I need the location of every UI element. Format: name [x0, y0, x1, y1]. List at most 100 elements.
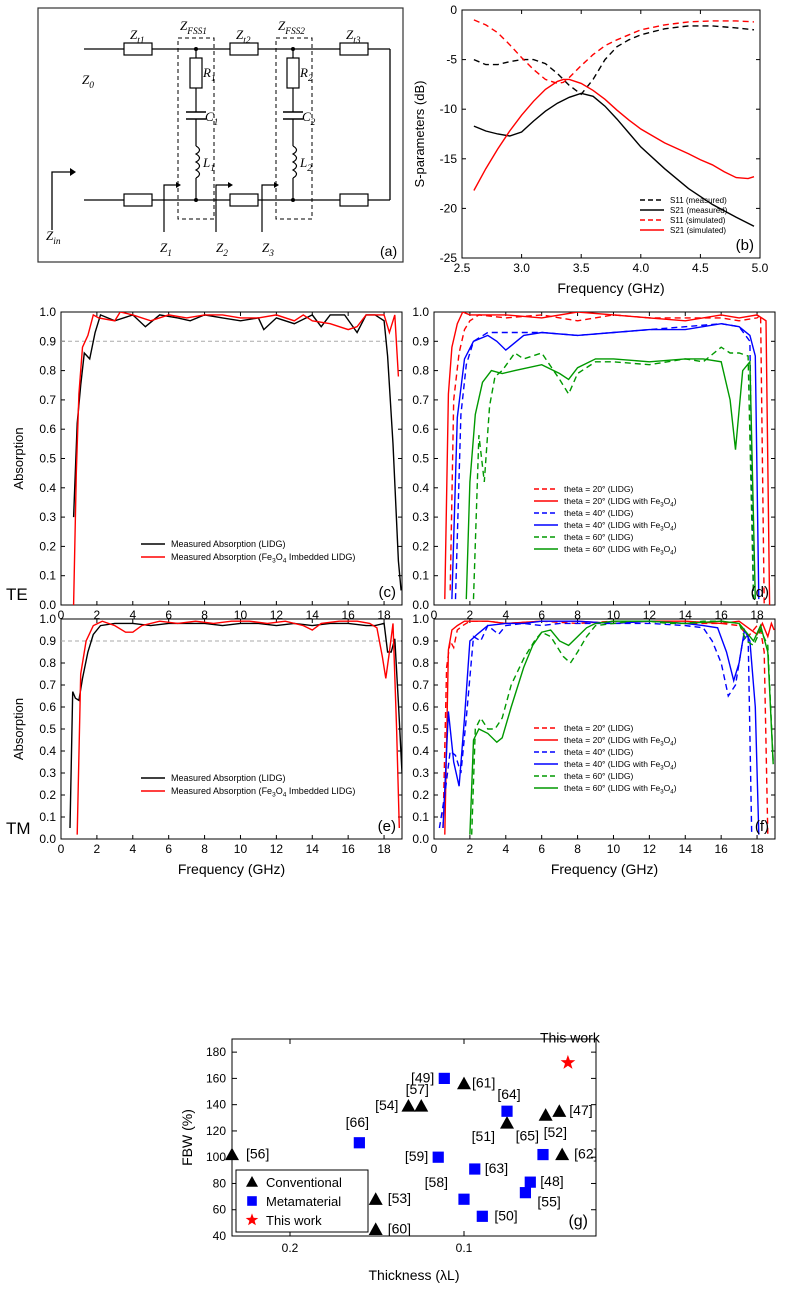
zfss1-label: ZFSS1: [180, 18, 207, 37]
c1-label: C1: [205, 109, 218, 128]
legend: Conventional Metamaterial This work: [235, 1169, 369, 1233]
y-tick-label: 160: [206, 1071, 226, 1085]
y-tick-label: 0.7: [39, 393, 56, 407]
chart-panel-e: 0 2 4 6 8 10 12 14 16 18 0.0 0.1 0.2 0.3 0.4 0.5 0.6 0.7 0…: [6, 612, 403, 877]
point-label: [55]: [537, 1194, 560, 1210]
y-axis-label: S-parameters (dB): [412, 81, 427, 188]
zt2-label: Zt2: [236, 27, 251, 46]
triangle-marker: [555, 1147, 570, 1161]
y-axis-label: FBW (%): [179, 1109, 195, 1166]
square-marker: [476, 1210, 488, 1222]
point-label: [56]: [246, 1146, 269, 1162]
y-tick-label: 40: [213, 1229, 227, 1243]
y-tick-label: 0.5: [412, 452, 429, 466]
plot-area: [433, 311, 776, 606]
r1-resistor: [189, 57, 203, 89]
triangle-marker: [401, 1098, 416, 1112]
y-tick-label: 0.6: [412, 422, 429, 436]
y-tick-label: -15: [440, 152, 458, 166]
series-line-0: [69, 622, 402, 829]
y-tick-label: 0.6: [39, 700, 56, 714]
y-axis-label: Absorption: [11, 698, 26, 760]
point-label: [65]: [516, 1128, 539, 1144]
y-tick-label: 0.4: [412, 744, 429, 758]
series-line-4: [471, 620, 774, 835]
y-tick-label: 0.4: [39, 481, 56, 495]
x-tick-label: 5.0: [752, 261, 769, 275]
y-tick-label: 0.2: [412, 539, 429, 553]
x-tick-label: 16: [714, 842, 728, 856]
zt2-element: [229, 42, 259, 56]
star-marker: [560, 1054, 576, 1069]
x-tick-label: 14: [306, 842, 320, 856]
zt1-element: [123, 42, 153, 56]
y-tick-label: 120: [206, 1124, 226, 1138]
point-label: [48]: [540, 1173, 563, 1189]
legend-label: theta = 60° (LIDG with Fe3O4): [564, 544, 677, 557]
circuit-diagram: Zt1 Zt2 Zt3 ZFSS1 ZFSS2 Z0 Zin R1 C1 L1 …: [37, 7, 404, 263]
square-marker: [469, 1163, 481, 1175]
triangle-marker: [368, 1222, 383, 1236]
mode-label: TM: [6, 819, 31, 838]
y-tick-label: 0.4: [412, 481, 429, 495]
x-tick-label: 12: [270, 842, 284, 856]
y-tick-label: 0.1: [412, 810, 429, 824]
square-marker: [438, 1072, 450, 1084]
z3-label: Z3: [262, 240, 274, 259]
y-tick-label: 0.3: [39, 766, 56, 780]
x-tick-label: 6: [165, 842, 172, 856]
x-axis-label: Frequency (GHz): [551, 861, 658, 877]
y-tick-label: 0.5: [412, 722, 429, 736]
y-tick-label: 0.7: [412, 393, 429, 407]
z0-label: Z0: [82, 72, 94, 91]
fss1-box: [177, 37, 215, 220]
series-line-1: [444, 312, 771, 605]
legend-label: This work: [266, 1213, 322, 1228]
panel-tag: (b): [736, 237, 754, 254]
point-label: [49]: [411, 1069, 434, 1085]
series-line-5: [465, 358, 756, 600]
x-tick-label: 3.5: [573, 261, 590, 275]
point-label: [57]: [406, 1081, 429, 1097]
y-tick-label: 0.9: [39, 334, 56, 348]
series-line-3: [442, 620, 760, 835]
series-line-3: [451, 322, 760, 600]
square-marker: [519, 1187, 532, 1199]
legend-label: theta = 60° (LIDG with Fe3O4): [564, 783, 677, 796]
fss2-box: [275, 37, 313, 220]
chart-panel-d: 0 2 4 6 8 10 12 14 16 180.00.10.20.30.40.50.60.70…: [412, 305, 776, 622]
legend-label: theta = 20° (LIDG): [564, 484, 633, 494]
y-tick-label: 140: [206, 1098, 226, 1112]
y-tick-label: 0.3: [39, 510, 56, 524]
y-tick-label: 0.7: [412, 678, 429, 692]
point-label: [52]: [544, 1124, 567, 1140]
x-tick-label: 6: [538, 842, 545, 856]
r1-label: R1: [202, 65, 216, 84]
triangle-marker: [246, 1176, 258, 1187]
legend-label: Measured Absorption (LIDG): [171, 539, 286, 549]
chart-panel-f: 0 2 4 6 8 10 12 14 16 18 0.0 0.1 0.2 0.3 0.4 0.5 0.6 0.7 0…: [412, 612, 776, 877]
z1-label: Z1: [160, 240, 172, 259]
y-tick-label: 0: [450, 3, 457, 17]
point-label: [59]: [405, 1148, 428, 1164]
point-label: [66]: [346, 1114, 369, 1130]
x-tick-label: 4: [502, 842, 509, 856]
x-tick-label: 4.5: [692, 261, 709, 275]
y-tick-label: 180: [206, 1045, 226, 1059]
x-tick-label: 8: [201, 608, 208, 622]
y-tick-label: 0.0: [412, 598, 429, 612]
point-label: [62]: [574, 1146, 597, 1162]
y-tick-label: 0.9: [39, 634, 56, 648]
series-line-5: [469, 620, 774, 835]
x-tick-label: 6: [165, 608, 172, 622]
point-label: [58]: [425, 1174, 448, 1190]
x-tick-label: 0.2: [282, 1241, 299, 1255]
y-tick-label: 0.4: [39, 744, 56, 758]
point-label: [53]: [388, 1190, 411, 1206]
x-tick-label: 8: [574, 608, 581, 622]
legend-label: Conventional: [266, 1175, 342, 1190]
series-line-1: [473, 92, 755, 227]
zfss2-label: ZFSS2: [278, 18, 305, 37]
y-tick-label: 0.1: [39, 569, 56, 583]
square-marker: [432, 1151, 444, 1163]
